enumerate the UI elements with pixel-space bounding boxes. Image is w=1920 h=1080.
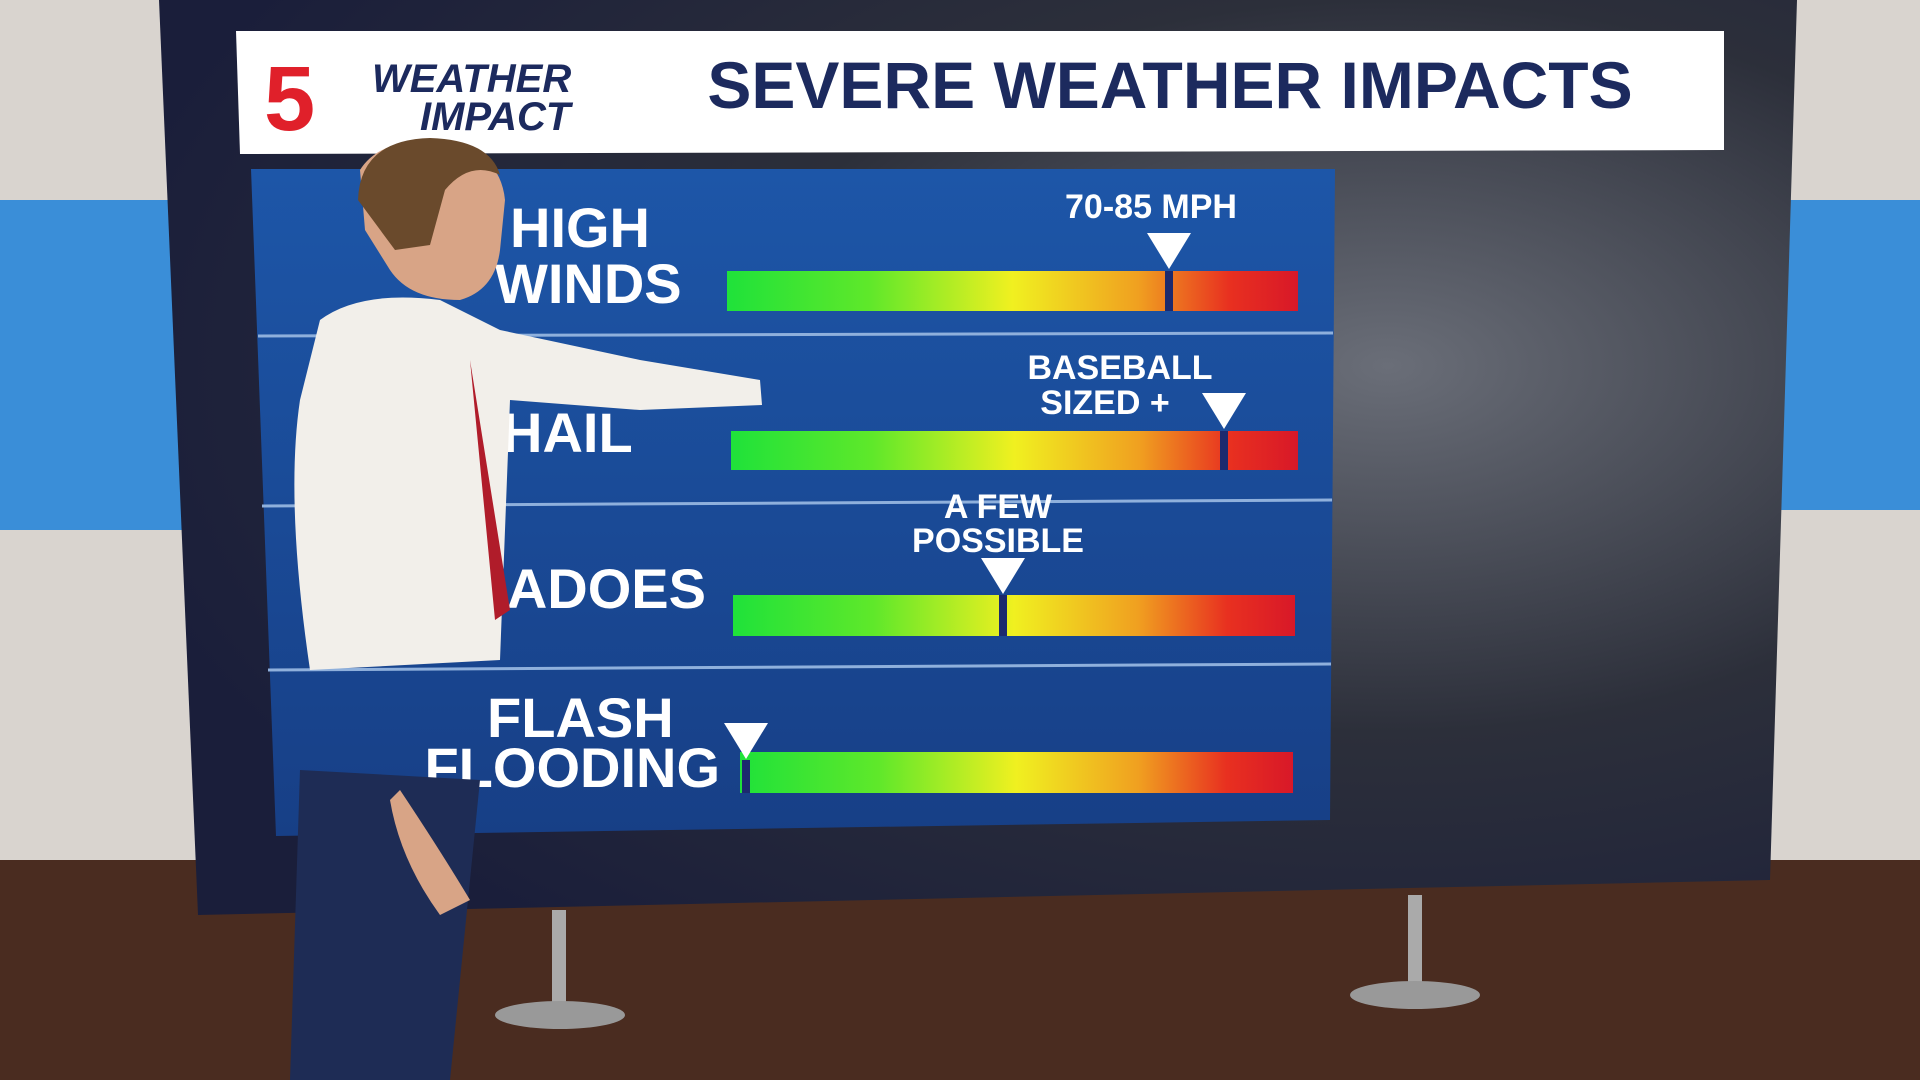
stand [1408,895,1422,1000]
header-bar [236,31,1724,154]
divider [267,662,1332,672]
side-screen [1780,200,1920,510]
logo-number: 5 [264,48,315,150]
severity-bar [740,752,1293,793]
stand [552,910,566,1010]
title: SEVERE WEATHER IMPACTS [707,48,1632,122]
row-label: HAIL [502,401,633,464]
brand-top: WEATHER [372,57,571,101]
row-label: WINDS [495,252,682,315]
marker-line [1220,431,1228,470]
marker-label: 70-85 MPH [1065,188,1237,226]
side-screen [0,200,190,530]
presenter [290,138,762,1080]
row-label: HIGH [510,196,650,259]
marker-label: A FEW [944,488,1053,526]
marker-label: SIZED + [1040,384,1169,422]
marker [1147,233,1191,269]
marker [981,558,1025,594]
row-label: FLASH [487,686,674,749]
marker [724,723,768,759]
marker-line [999,595,1007,636]
severity-bar [733,595,1295,636]
marker-line [1165,271,1173,311]
marker-label: POSSIBLE [912,522,1084,560]
marker-label: BASEBALL [1027,349,1212,387]
severity-bar [727,271,1298,311]
brand-bottom: IMPACT [420,95,574,139]
severity-bar [731,431,1298,470]
stand-base [495,1001,625,1029]
stand-base [1350,981,1480,1009]
marker [1202,393,1246,429]
marker-line [742,760,750,793]
